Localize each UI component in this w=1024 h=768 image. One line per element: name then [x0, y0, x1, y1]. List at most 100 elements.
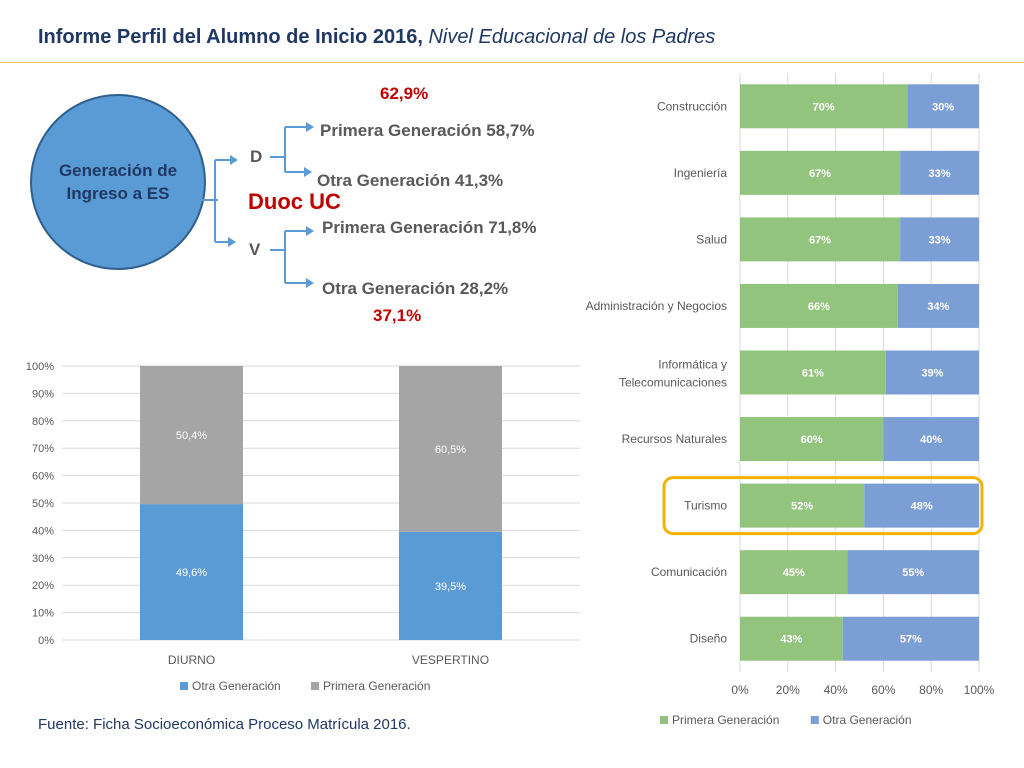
legend-swatch: [810, 716, 819, 724]
x-tick-label: 80%: [919, 683, 943, 697]
y-tick-label: 60%: [32, 471, 54, 483]
y-tick-label: 40%: [32, 525, 54, 537]
data-label: 39%: [921, 368, 943, 380]
page-title: Informe Perfil del Alumno de Inicio 2016…: [38, 26, 715, 49]
source-note: Fuente: Ficha Socioeconómica Proceso Mat…: [38, 716, 411, 733]
category-label: Recursos Naturales: [622, 432, 727, 446]
y-tick-label: 30%: [32, 553, 54, 565]
v-primera: Primera Generación 71,8%: [322, 218, 537, 237]
center-label: Duoc UC: [248, 189, 341, 214]
data-label: 49,6%: [176, 567, 207, 579]
x-tick-label: 40%: [824, 683, 848, 697]
category-label: Construcción: [657, 99, 727, 113]
d-total: 62,9%: [380, 84, 429, 103]
data-label: 57%: [900, 634, 922, 646]
title-sub: Nivel Educacional de los Padres: [428, 26, 716, 48]
d-otra: Otra Generación 41,3%: [317, 171, 504, 190]
bar-segment: [140, 504, 243, 640]
bar-segment: [864, 483, 979, 528]
y-tick-label: 0%: [38, 635, 54, 647]
carrera-stacked-bar-chart: 0% 20% 40% 60% 80% 100% 70% 30% Construcción 67% 3…: [586, 73, 995, 727]
data-label: 40%: [920, 434, 942, 446]
category-label: Turismo: [684, 499, 727, 513]
data-label: 48%: [911, 501, 933, 513]
y-tick-label: 90%: [32, 388, 54, 400]
category-label: Ingeniería: [674, 166, 728, 180]
x-tick-label: VESPERTINO: [412, 653, 489, 667]
y-tick-label: 10%: [32, 608, 54, 620]
bar-segment: [740, 616, 843, 661]
category-label: Salud: [696, 232, 727, 246]
d-label: D: [250, 147, 263, 166]
legend-label: Primera Generación: [323, 679, 430, 693]
x-tick-label: DIURNO: [168, 653, 215, 667]
root-label: Generación de Ingreso a ES: [58, 161, 178, 203]
data-label: 52%: [791, 501, 813, 513]
data-label: 55%: [902, 567, 924, 579]
bar-segment: [399, 366, 502, 532]
data-label: 33%: [929, 168, 951, 180]
data-label: 34%: [927, 301, 949, 313]
x-tick-label: 0%: [731, 683, 749, 697]
v-total: 37,1%: [373, 306, 422, 325]
data-label: 61%: [802, 368, 824, 380]
legend-label: Otra Generación: [823, 713, 912, 727]
bar-segment: [740, 350, 886, 395]
highlight-box: [662, 476, 984, 536]
bar-segment: [842, 616, 979, 661]
bar-segment: [740, 550, 848, 595]
d-primera: Primera Generación 58,7%: [320, 121, 535, 140]
arrow-to-d: [230, 155, 238, 165]
legend-swatch: [311, 682, 319, 690]
data-label: 39,5%: [435, 581, 466, 593]
bar-segment: [900, 217, 979, 262]
bar-segment: [140, 366, 243, 505]
arrow-to-v: [228, 237, 236, 247]
title-main: Informe Perfil del Alumno de Inicio 2016…: [38, 26, 423, 48]
data-label: 33%: [929, 234, 951, 246]
data-label: 67%: [809, 168, 831, 180]
bar-segment: [885, 350, 979, 395]
data-label: 70%: [813, 101, 835, 113]
arrow-v-primera: [306, 226, 314, 236]
data-label: 66%: [808, 301, 830, 313]
data-label: 60,5%: [435, 444, 466, 456]
data-label: 45%: [783, 567, 805, 579]
arrow-d-primera: [306, 122, 314, 132]
legend-label: Otra Generación: [192, 679, 281, 693]
category-label: Comunicación: [651, 565, 727, 579]
bar-segment: [847, 550, 979, 595]
bar-segment: [740, 217, 901, 262]
v-otra: Otra Generación 28,2%: [322, 279, 509, 298]
data-label: 60%: [801, 434, 823, 446]
bar-segment: [740, 417, 884, 462]
bar-segment: [883, 417, 979, 462]
legend-label: Primera Generación: [672, 713, 779, 727]
bar-segment: [399, 531, 502, 640]
bar-segment: [740, 483, 865, 528]
data-label: 67%: [809, 234, 831, 246]
y-tick-label: 20%: [32, 580, 54, 592]
bar-segment: [897, 283, 979, 328]
category-label: Administración y Negocios: [586, 299, 727, 313]
bar-segment: [740, 150, 901, 195]
y-tick-label: 70%: [32, 443, 54, 455]
arrow-v-otra: [306, 278, 314, 288]
bar-segment: [740, 84, 908, 129]
y-tick-label: 100%: [26, 361, 54, 373]
data-label: 30%: [932, 101, 954, 113]
legend-swatch: [660, 716, 668, 724]
bar-segment: [900, 150, 979, 195]
data-label: 50,4%: [176, 430, 207, 442]
x-tick-label: 100%: [964, 683, 995, 697]
x-tick-label: 60%: [871, 683, 895, 697]
root-circle: Generación de Ingreso a ES: [30, 94, 206, 270]
bar-segment: [907, 84, 979, 129]
category-label: Informática y Telecomunicaciones: [619, 358, 727, 390]
category-label: Diseño: [690, 632, 728, 646]
y-tick-label: 80%: [32, 416, 54, 428]
jornada-stacked-bar-chart: 0% 10% 20% 30% 40% 50% 60% 70% 80% 90% 100% 49,6% 50…: [26, 361, 580, 693]
y-tick-label: 50%: [32, 498, 54, 510]
x-tick-label: 20%: [776, 683, 800, 697]
legend-swatch: [180, 682, 188, 690]
